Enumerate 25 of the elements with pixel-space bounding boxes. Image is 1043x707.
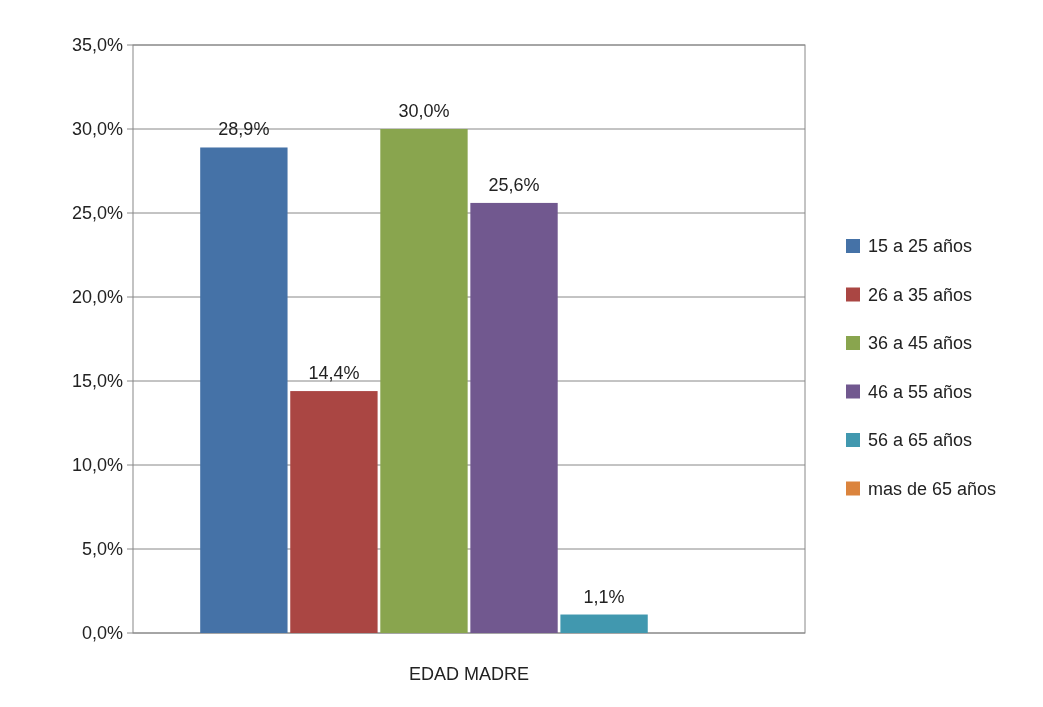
y-tick-label: 10,0% [71,455,123,476]
legend-label: 15 a 25 años [868,236,973,257]
y-tick-label: 25,0% [71,203,123,224]
legend-label: 36 a 45 años [868,333,973,354]
data-label: 30,0% [398,101,450,121]
y-tick-label: 0,0% [81,623,123,644]
bar [290,391,378,633]
bar [470,202,558,633]
y-tick-label: 35,0% [71,35,123,56]
legend-label: 26 a 35 años [868,284,973,305]
data-label: 1,1% [583,586,625,607]
y-tick-label: 15,0% [71,371,123,392]
legend-label: 46 a 55 años [868,381,973,402]
data-label: 25,6% [488,174,540,195]
x-axis-title: EDAD MADRE [408,664,530,684]
data-label: 14,4% [308,363,360,384]
bar [560,614,648,633]
bar [200,147,288,633]
data-label: 28,9% [218,119,270,140]
legend-label: 56 a 65 años [868,430,973,451]
bar [380,129,468,633]
y-tick-label: 20,0% [71,287,123,308]
legend-label: mas de 65 años [868,478,997,499]
y-tick-label: 5,0% [81,539,123,560]
y-tick-label: 30,0% [71,119,123,140]
